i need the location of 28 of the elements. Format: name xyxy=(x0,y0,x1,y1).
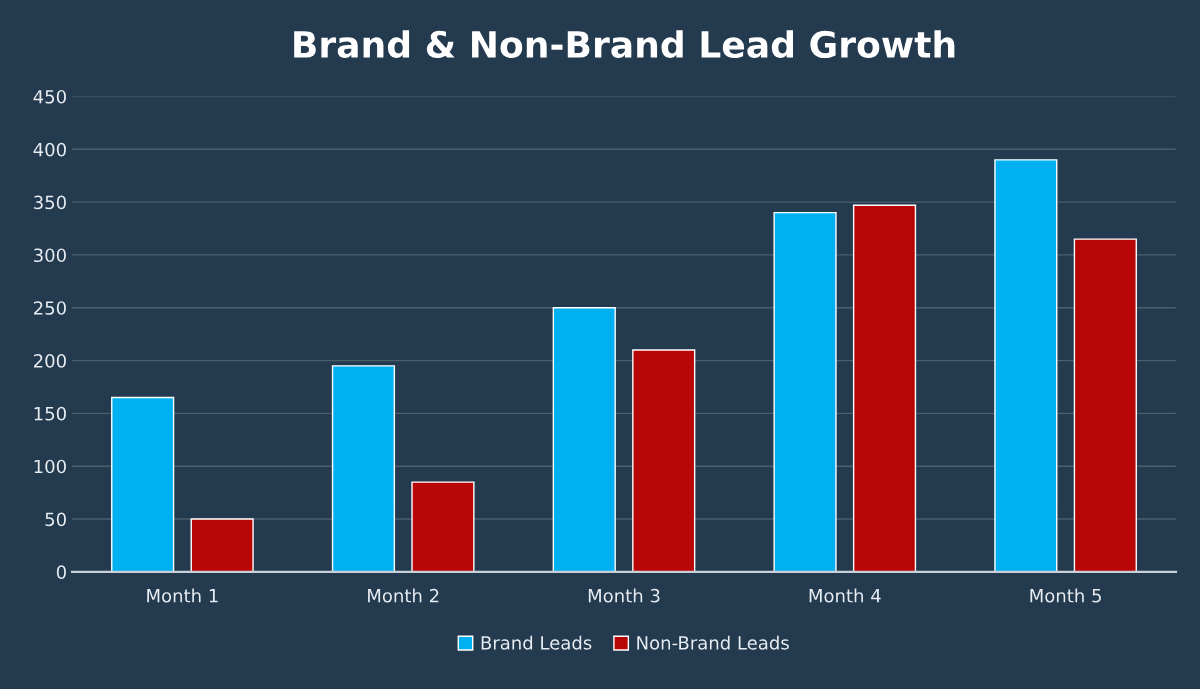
bar xyxy=(773,211,837,572)
x-tick-label: Month 1 xyxy=(147,588,218,603)
y-tick-label: 300 xyxy=(34,248,66,263)
chart-title: Brand & Non-Brand Lead Growth xyxy=(294,30,955,59)
legend-label: Brand Leads xyxy=(481,635,592,650)
bar xyxy=(331,365,396,572)
bar xyxy=(994,159,1058,572)
y-tick-label: 400 xyxy=(33,142,66,157)
bar xyxy=(411,481,475,572)
y-tick-label: 150 xyxy=(34,406,66,421)
x-tick-label: Month 2 xyxy=(368,588,439,603)
y-tick-label: 450 xyxy=(33,89,66,104)
y-tick-label: 0 xyxy=(56,565,66,579)
bar xyxy=(852,204,917,572)
y-tick-label: 50 xyxy=(45,512,66,527)
bar xyxy=(552,307,616,572)
x-tick-label: Month 4 xyxy=(809,588,881,603)
bar xyxy=(190,518,254,572)
bar xyxy=(632,349,696,572)
x-tick-label: Month 3 xyxy=(588,588,660,603)
bar xyxy=(111,396,175,572)
y-tick-label: 350 xyxy=(34,195,66,210)
y-tick-label: 200 xyxy=(34,354,66,368)
x-tick-label: Month 5 xyxy=(1030,588,1101,603)
y-tick-label: 100 xyxy=(34,459,66,474)
bar xyxy=(1073,238,1137,572)
legend-label: Non-Brand Leads xyxy=(637,635,789,650)
y-tick-label: 250 xyxy=(34,301,66,315)
